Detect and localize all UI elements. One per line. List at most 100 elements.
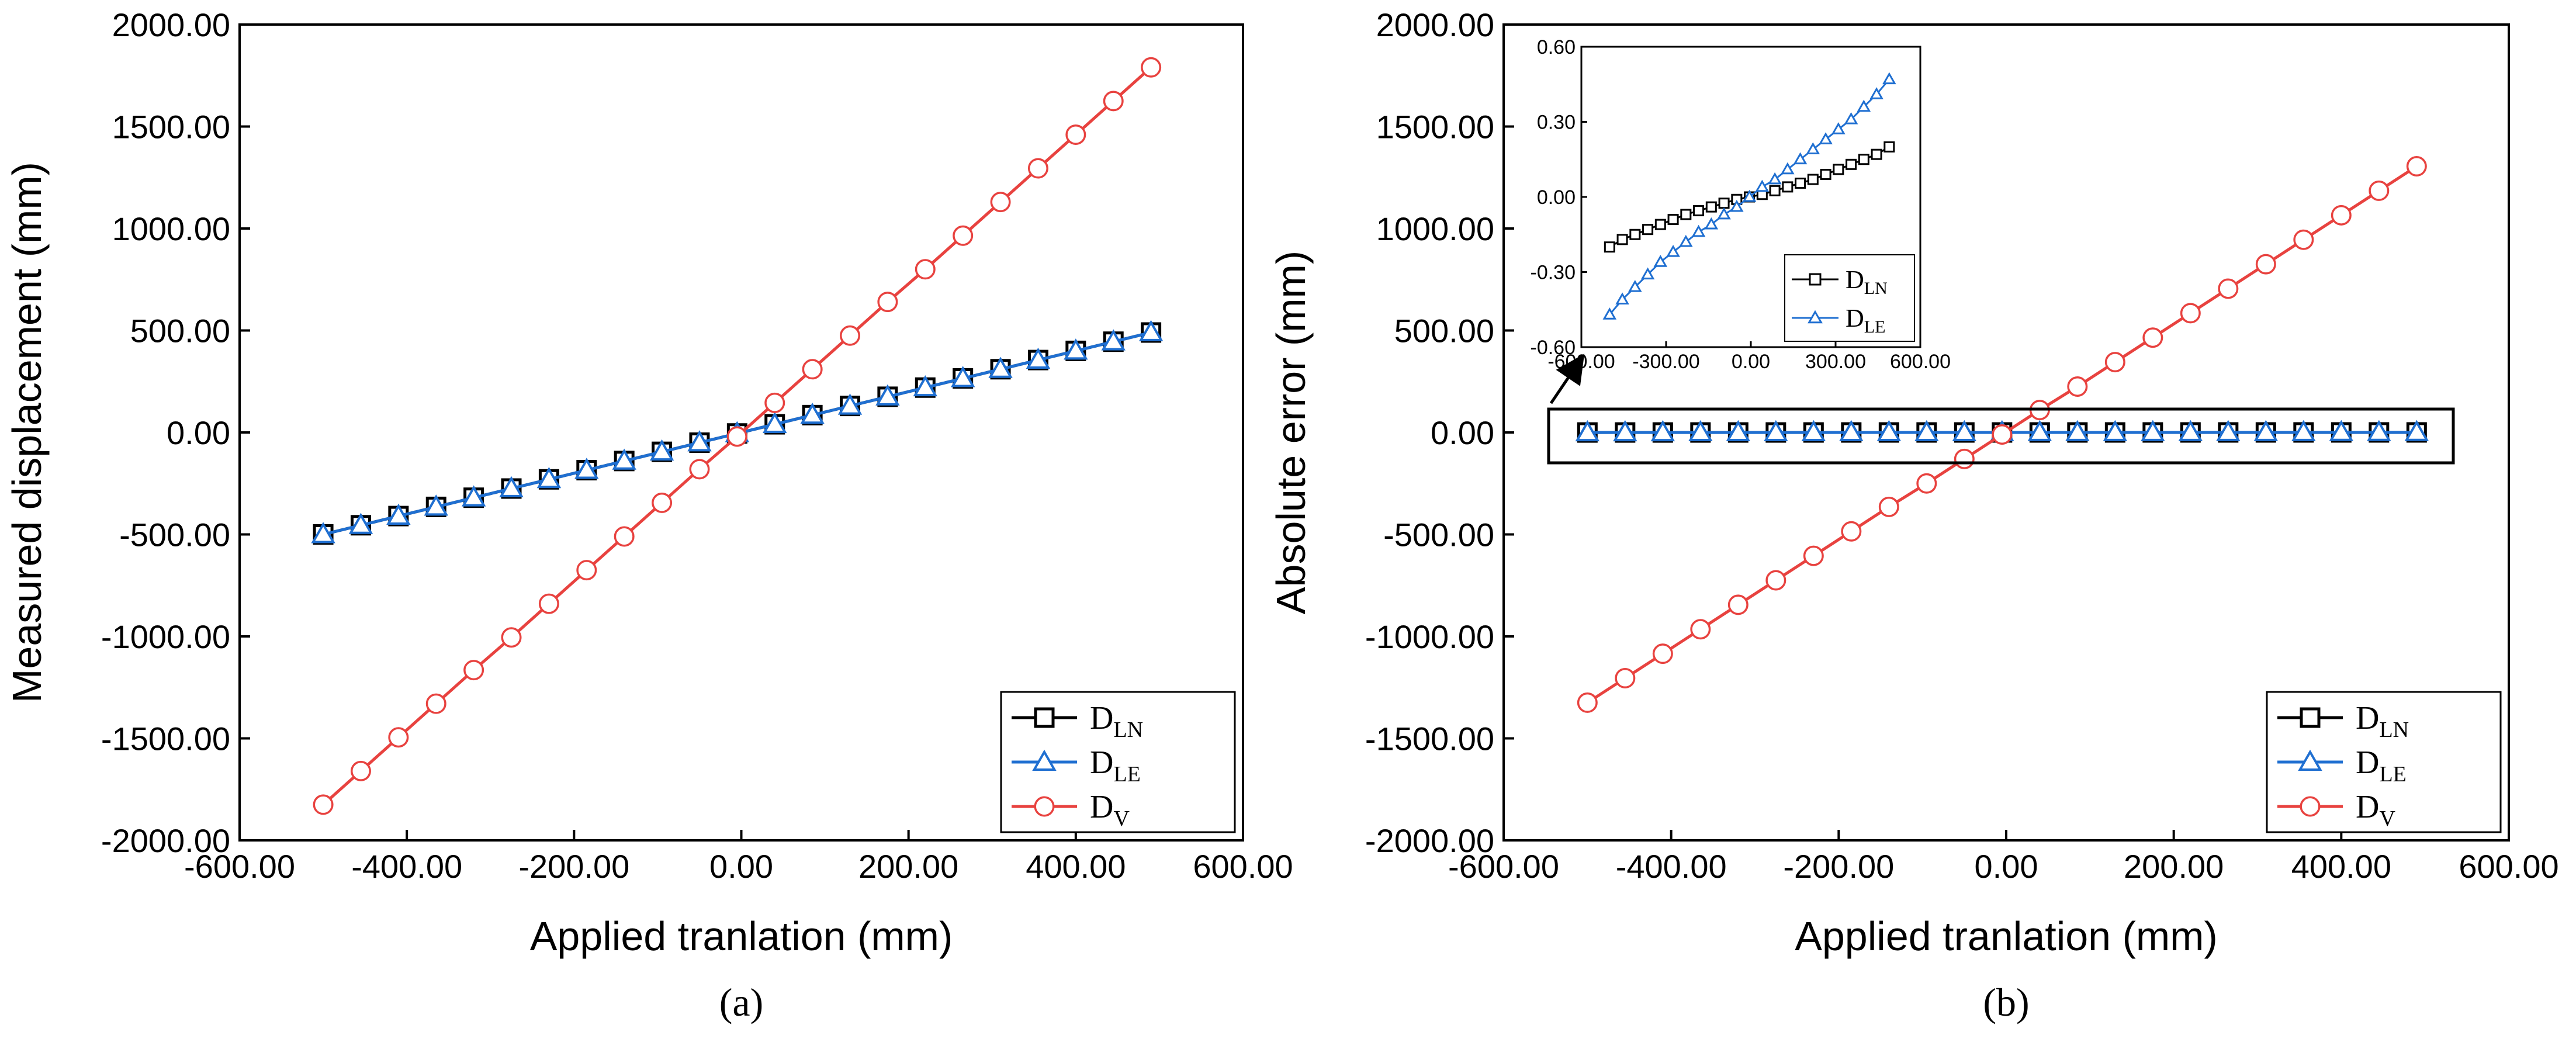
data-point: [687, 430, 712, 452]
data-point: [913, 375, 937, 397]
data-point: [538, 593, 559, 614]
data-point: [1613, 420, 1637, 442]
inset-y-tick-label: -0.60: [1531, 337, 1576, 359]
data-point: [1101, 329, 1126, 351]
data-point: [2216, 420, 2241, 441]
data-point: [1141, 57, 1162, 78]
inset-data-point: [1831, 122, 1846, 134]
data-point: [2065, 420, 2090, 441]
data-point: [2404, 420, 2429, 441]
inset-data-point: [1615, 292, 1629, 305]
data-point: [1878, 496, 1899, 517]
data-point: [2293, 229, 2314, 250]
data-point: [311, 522, 335, 543]
data-point: [726, 426, 747, 447]
data-point: [802, 359, 823, 380]
data-point: [915, 259, 936, 280]
x-tick-label: -600.00: [184, 848, 295, 885]
data-point: [2291, 420, 2316, 441]
data-point: [1103, 91, 1124, 112]
x-tick-label: -200.00: [518, 848, 629, 885]
data-point: [1726, 420, 1751, 442]
y-axis-label: Absolute error (mm): [1268, 251, 1314, 614]
data-point: [2103, 420, 2128, 441]
y-tick-label: 0.00: [1431, 414, 1494, 451]
inset-data-point: [1693, 205, 1705, 217]
data-point: [1952, 420, 1977, 441]
data-point: [1027, 158, 1048, 179]
inset-legend-label: DLN: [1846, 265, 1888, 298]
inset-data-point: [1628, 279, 1642, 292]
data-point: [461, 485, 486, 507]
data-point: [614, 526, 635, 547]
y-tick-label: -500.00: [1383, 517, 1494, 553]
inset-y-tick-label: 0.60: [1537, 36, 1576, 58]
x-tick-label: -400.00: [351, 848, 462, 885]
legend-label: DLE: [2356, 745, 2407, 787]
inset-data-point: [1629, 228, 1641, 240]
data-point: [1064, 338, 1088, 360]
y-tick-label: 2000.00: [112, 6, 230, 43]
data-point: [1138, 320, 1164, 341]
inset-data-point: [1666, 245, 1680, 257]
data-point: [1801, 420, 1826, 442]
data-point: [1841, 521, 1862, 542]
data-point: [2142, 327, 2163, 348]
inset-data-point: [1654, 219, 1666, 230]
inset-chart: -600.00 -300.00 0.00 300.00 600.00-0.60-0.30…: [1531, 36, 1951, 373]
legend-label: DV: [1090, 789, 1130, 831]
inset-data-point: [1704, 217, 1719, 230]
inset-data-point: [1642, 224, 1654, 236]
data-point: [1652, 643, 1673, 664]
data-point: [2255, 254, 2276, 275]
data-point: [875, 384, 900, 406]
legend-label: DLN: [1090, 700, 1143, 742]
inset-data-point: [1882, 72, 1896, 85]
data-point: [1764, 420, 1788, 442]
data-point: [576, 560, 597, 581]
y-tick-label: -2000.00: [1365, 822, 1494, 859]
data-point: [1992, 424, 2013, 445]
inset-x-tick-label: 0.00: [1732, 351, 1770, 373]
data-point: [1876, 420, 1902, 441]
inset-legend-label: DLE: [1846, 304, 1885, 337]
inset-data-point: [1653, 255, 1668, 267]
data-point: [424, 494, 448, 516]
panel-a: -600.00 -400.00 -200.00 0.00 200.00 400.00 600…: [4, 6, 1293, 1024]
data-point: [2369, 180, 2390, 201]
inset-data-point: [1718, 198, 1730, 209]
series-v: [313, 57, 1162, 815]
inset-data-point: [1640, 267, 1655, 280]
data-point: [1575, 420, 1600, 442]
data-point: [425, 693, 446, 714]
x-axis-label: Applied tranlation (mm): [530, 913, 953, 959]
y-tick-label: -1000.00: [101, 618, 230, 655]
data-point: [1803, 545, 1824, 566]
data-point: [1916, 473, 1937, 494]
data-point: [2367, 420, 2391, 441]
legend-marker: [1034, 796, 1055, 817]
legend-marker: [2298, 749, 2322, 771]
legend-marker: [1034, 707, 1055, 728]
zoom-arrow: [1549, 354, 1585, 404]
data-point: [2141, 420, 2165, 441]
data-point: [388, 727, 409, 748]
inset-data-point: [1858, 154, 1869, 165]
inset-data-point: [1820, 168, 1831, 180]
inset-legend: DLN DLE: [1784, 254, 1915, 342]
y-tick-label: 2000.00: [1376, 6, 1494, 43]
inset-data-point: [1807, 174, 1819, 185]
data-point: [348, 513, 373, 534]
data-point: [652, 492, 673, 513]
y-tick-label: -1000.00: [1365, 618, 1494, 655]
y-tick-label: 500.00: [1394, 313, 1494, 349]
y-axis-label: Measured displacement (mm): [4, 162, 50, 703]
x-tick-label: 200.00: [2124, 848, 2224, 885]
inset-data-point: [1795, 177, 1806, 189]
data-point: [501, 627, 522, 648]
inset-legend-marker: [1808, 310, 1823, 324]
inset-x-tick-label: 300.00: [1805, 351, 1866, 373]
inset-data-point: [1616, 234, 1628, 245]
